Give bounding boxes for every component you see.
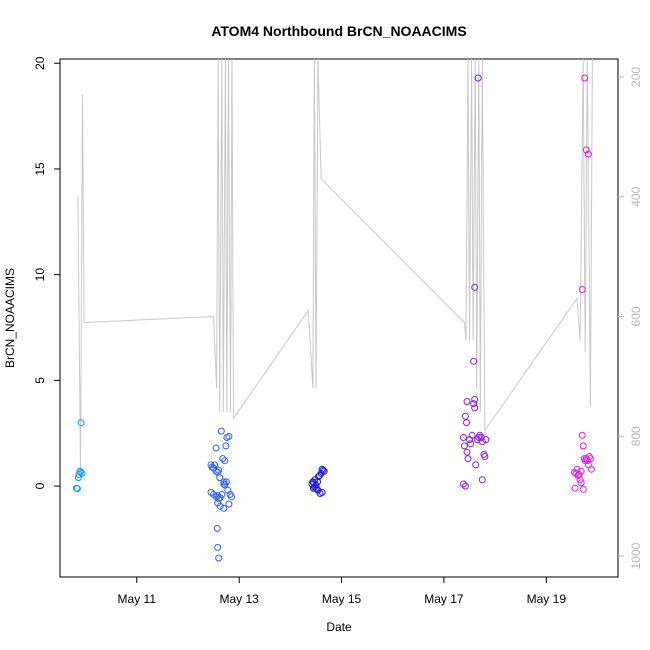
data-point	[459, 434, 467, 441]
x-tick-label: May 19	[527, 592, 567, 606]
data-point	[73, 485, 81, 493]
data-point	[215, 466, 223, 474]
data-point	[474, 74, 482, 82]
y-tick-label: 20	[33, 56, 47, 70]
y2-tick-label: 1000	[629, 542, 643, 569]
data-point	[318, 488, 326, 496]
data-point	[478, 476, 486, 484]
data-point	[579, 485, 587, 493]
y2-tick-label: 600	[629, 306, 643, 326]
data-point	[460, 442, 468, 450]
data-point	[228, 493, 235, 501]
x-axis-label: Date	[326, 620, 352, 634]
data-point	[581, 74, 589, 82]
data-point	[221, 457, 229, 465]
data-point	[212, 444, 220, 452]
y2-tick-label: 400	[629, 186, 643, 206]
data-point	[309, 484, 317, 492]
data-point	[478, 438, 486, 446]
data-point	[222, 442, 230, 450]
data-point	[464, 455, 472, 463]
plot-frame	[59, 58, 619, 578]
data-point	[213, 524, 221, 532]
x-tick-label: May 15	[322, 592, 362, 606]
data-point	[220, 478, 228, 486]
data-point	[463, 398, 471, 405]
data-point	[481, 453, 489, 460]
data-point	[571, 484, 579, 492]
data-point	[586, 455, 594, 463]
pressure-layer	[77, 58, 593, 473]
data-point	[216, 502, 224, 510]
data-point	[461, 412, 469, 420]
points-layer	[72, 74, 595, 562]
y-tick-label: 5	[33, 377, 47, 384]
data-point	[312, 484, 320, 492]
data-point	[211, 461, 219, 469]
data-point	[225, 500, 233, 508]
data-point	[75, 471, 83, 478]
data-point	[578, 286, 586, 293]
y2-axis: 200 400 600 800 1000	[618, 67, 643, 569]
data-point	[470, 400, 478, 408]
data-point	[587, 465, 595, 473]
x-tick-label: May 11	[118, 592, 157, 606]
y-tick-label: 0	[33, 482, 47, 489]
data-point	[319, 466, 327, 474]
y-tick-label: 15	[33, 162, 47, 176]
data-point	[215, 554, 223, 562]
y-axis-label: BrCN_NOAACIMS	[3, 268, 17, 368]
data-point	[224, 486, 232, 494]
data-point	[320, 467, 328, 475]
data-point	[216, 474, 224, 482]
data-point	[471, 283, 479, 291]
data-point	[222, 478, 230, 486]
data-point	[218, 491, 226, 498]
y2-tick-label: 800	[629, 426, 643, 446]
data-point	[576, 476, 584, 484]
data-point	[219, 455, 227, 463]
data-point	[214, 543, 222, 551]
data-point	[468, 431, 476, 439]
x-tick-label: May 13	[219, 592, 259, 606]
data-point	[217, 427, 225, 435]
data-point	[584, 150, 592, 158]
data-point	[584, 461, 592, 469]
y2-tick-label: 200	[629, 67, 643, 87]
y-tick-label: 10	[33, 268, 47, 282]
data-point	[482, 436, 490, 444]
data-point	[470, 357, 478, 365]
data-point	[471, 395, 479, 403]
data-point	[577, 479, 585, 487]
y-axis: 0 5 10 15 20	[33, 56, 60, 489]
data-point	[225, 432, 233, 440]
data-point	[314, 478, 321, 486]
data-point	[467, 440, 475, 448]
data-point	[471, 404, 479, 412]
data-point	[472, 461, 480, 469]
data-point	[582, 146, 590, 154]
x-tick-label: May 17	[424, 592, 464, 606]
data-point	[463, 419, 470, 427]
data-point	[77, 419, 85, 427]
pressure-line	[77, 58, 593, 473]
data-point	[577, 467, 585, 475]
data-point	[220, 504, 228, 512]
data-point	[78, 469, 86, 477]
chart-title: ATOM4 Northbound BrCN_NOAACIMS	[211, 23, 466, 39]
data-point	[461, 482, 469, 490]
data-point	[316, 472, 323, 479]
data-point	[318, 465, 326, 473]
data-point	[579, 442, 587, 450]
data-point	[77, 468, 84, 476]
data-point	[459, 480, 467, 488]
data-point	[463, 448, 471, 456]
data-point	[578, 431, 586, 439]
x-axis: May 11 May 13 May 15 May 17 May 19	[118, 577, 567, 606]
